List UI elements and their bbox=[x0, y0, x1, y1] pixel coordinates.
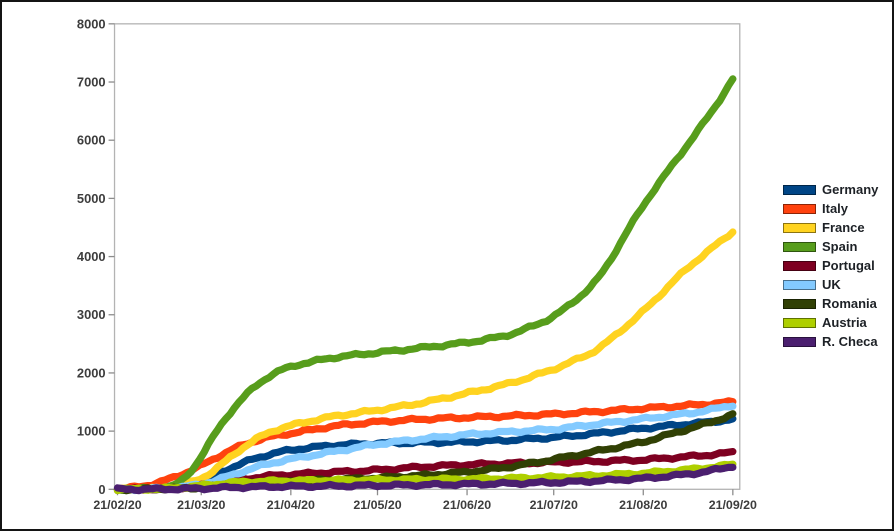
x-tick-label: 21/06/20 bbox=[443, 498, 491, 512]
series-line-france bbox=[113, 228, 737, 494]
y-tick-label: 0 bbox=[98, 482, 105, 497]
legend-item-uk: UK bbox=[783, 275, 878, 294]
x-tick-label: 21/08/20 bbox=[619, 498, 667, 512]
legend-swatch bbox=[783, 241, 816, 252]
y-tick-label: 7000 bbox=[77, 74, 106, 89]
legend-item-romania: Romania bbox=[783, 294, 878, 313]
legend-label: Italy bbox=[822, 201, 849, 216]
legend-label: Portugal bbox=[822, 258, 875, 273]
legend-item-r-checa: R. Checa bbox=[783, 332, 878, 351]
legend-item-france: France bbox=[783, 218, 878, 237]
x-tick-label: 21/05/20 bbox=[353, 498, 401, 512]
legend-label: UK bbox=[822, 277, 841, 292]
axes: 0 1000 2000 3000 4000 5000 6000 7000 8000 21/02/2… bbox=[77, 16, 757, 512]
series-line-spain bbox=[113, 75, 737, 495]
legend-item-italy: Italy bbox=[783, 199, 878, 218]
y-tick-label: 3000 bbox=[77, 307, 106, 322]
legend-label: R. Checa bbox=[822, 334, 878, 349]
y-tick-label: 8000 bbox=[77, 16, 106, 31]
x-tick-label: 21/09/20 bbox=[709, 498, 757, 512]
legend-swatch bbox=[783, 203, 816, 214]
x-tick-label: 21/02/20 bbox=[93, 498, 141, 512]
series-line-italy bbox=[113, 397, 737, 494]
legend-item-austria: Austria bbox=[783, 313, 878, 332]
y-tick-label: 5000 bbox=[77, 191, 106, 206]
series-line-uk bbox=[113, 402, 737, 495]
legend-swatch bbox=[783, 298, 816, 309]
legend-label: Austria bbox=[822, 315, 867, 330]
legend-label: Spain bbox=[822, 239, 858, 254]
legend-swatch bbox=[783, 279, 816, 290]
x-tick-label: 21/03/20 bbox=[177, 498, 225, 512]
legend-item-portugal: Portugal bbox=[783, 256, 878, 275]
series-line-r-checa bbox=[113, 463, 737, 495]
y-tick-label: 2000 bbox=[77, 365, 106, 380]
x-tick-label: 21/07/20 bbox=[530, 498, 578, 512]
x-tick-label: 21/04/20 bbox=[267, 498, 315, 512]
legend-swatch bbox=[783, 222, 816, 233]
y-tick-label: 4000 bbox=[77, 249, 106, 264]
legend-swatch bbox=[783, 336, 816, 347]
legend-label: Romania bbox=[822, 296, 877, 311]
y-tick-label: 6000 bbox=[77, 133, 106, 148]
chart-legend: Germany Italy France Spain Portugal UK Romania… bbox=[783, 180, 878, 351]
legend-label: Germany bbox=[822, 182, 879, 197]
legend-swatch bbox=[783, 317, 816, 328]
legend-item-spain: Spain bbox=[783, 237, 878, 256]
legend-item-germany: Germany bbox=[783, 180, 878, 199]
legend-swatch bbox=[783, 260, 816, 271]
legend-swatch bbox=[783, 184, 816, 195]
y-tick-label: 1000 bbox=[77, 424, 106, 439]
legend-label: France bbox=[822, 220, 865, 235]
